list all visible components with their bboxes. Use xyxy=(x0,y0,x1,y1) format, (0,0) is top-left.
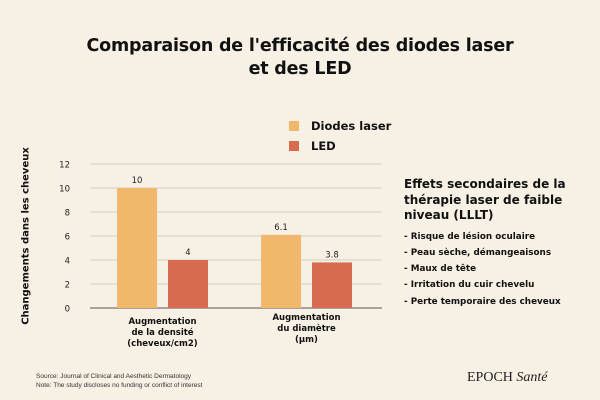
note-line: Note: The study discloses no funding or … xyxy=(36,382,203,389)
y-tick-label: 12 xyxy=(59,161,70,171)
y-tick-label: 10 xyxy=(59,185,70,195)
bar xyxy=(261,234,301,308)
side-effects-title: Effets secondaires de la thérapie laser … xyxy=(404,177,566,222)
x-tick-label: (µm) xyxy=(295,335,318,345)
chart-legend: Diodes laser LED xyxy=(289,117,391,157)
brand-logo: EPOCH Santé xyxy=(467,370,548,386)
side-effect-item: - Peau sèche, démangeaisons xyxy=(404,247,552,258)
x-tick-label: (cheveux/cm2) xyxy=(127,339,197,349)
bar xyxy=(312,262,352,308)
chart-title-line-1: Comparaison de l'efficacité des diodes l… xyxy=(86,36,514,56)
legend-label-diodes-laser: Diodes laser xyxy=(311,119,392,133)
side-effect-item: - Perte temporaire des cheveux xyxy=(404,296,561,307)
source-note: Source: Journal of Clinical and Aestheti… xyxy=(36,372,202,390)
y-tick-label: 0 xyxy=(65,305,70,315)
side-effects-panel: Effets secondaires de la thérapie laser … xyxy=(404,177,594,310)
bar xyxy=(168,260,208,308)
side-effect-item: - Maux de tête xyxy=(404,264,477,275)
x-tick-label: Augmentation xyxy=(272,313,340,323)
source-line: Source: Journal of Clinical and Aestheti… xyxy=(36,373,191,380)
bar xyxy=(117,188,157,308)
brand-name: EPOCH xyxy=(467,370,513,385)
side-effects-list: - Risque de lésion oculaire - Peau sèche… xyxy=(404,229,594,310)
data-label: 3.8 xyxy=(325,250,339,260)
side-effect-item: - Irritation du cuir chevelu xyxy=(404,280,535,291)
data-label: 10 xyxy=(132,176,143,186)
y-tick-label: 2 xyxy=(65,281,70,291)
brand-section: Santé xyxy=(516,370,548,385)
y-tick-label: 6 xyxy=(65,233,70,243)
legend-label-led: LED xyxy=(311,139,336,153)
legend-swatch-led xyxy=(289,141,299,151)
x-tick-label: Augmentation xyxy=(128,317,196,327)
chart-title-line-2: et des LED xyxy=(248,59,352,79)
legend-item-diodes-laser: Diodes laser xyxy=(289,117,391,135)
data-label: 4 xyxy=(185,248,190,258)
data-label: 6.1 xyxy=(274,223,288,233)
side-effect-item: - Risque de lésion oculaire xyxy=(404,231,536,242)
legend-item-led: LED xyxy=(289,137,391,155)
x-tick-label: du diamètre xyxy=(277,323,336,334)
legend-swatch-diodes-laser xyxy=(289,121,299,131)
chart-title: Comparaison de l'efficacité des diodes l… xyxy=(40,35,560,81)
y-tick-label: 4 xyxy=(65,257,70,267)
x-tick-label: de la densité xyxy=(131,327,193,338)
y-tick-label: 8 xyxy=(65,209,70,219)
